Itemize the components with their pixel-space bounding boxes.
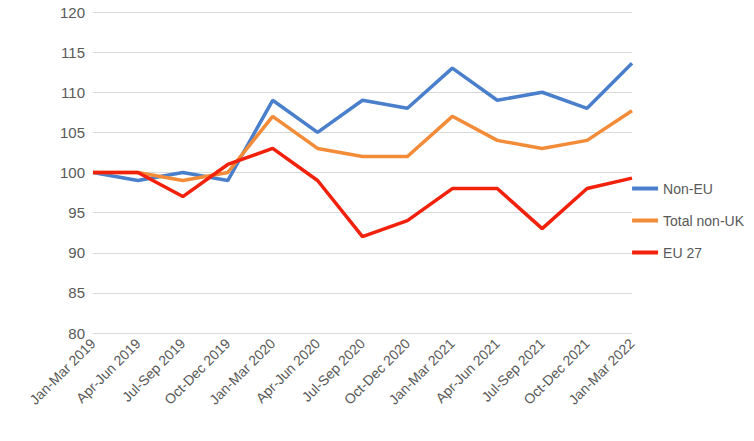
svg-text:110: 110 bbox=[61, 84, 85, 101]
svg-text:90: 90 bbox=[68, 244, 85, 261]
svg-text:Oct-Dec 2021: Oct-Dec 2021 bbox=[520, 335, 593, 408]
svg-text:Jul-Sep 2021: Jul-Sep 2021 bbox=[478, 335, 548, 405]
svg-text:100: 100 bbox=[60, 164, 85, 181]
svg-text:Apr-Jun 2020: Apr-Jun 2020 bbox=[252, 335, 324, 406]
svg-text:Oct-Dec 2020: Oct-Dec 2020 bbox=[340, 335, 414, 408]
svg-text:EU 27: EU 27 bbox=[663, 245, 702, 261]
svg-text:85: 85 bbox=[68, 284, 85, 301]
svg-text:Jan-Mar 2019: Jan-Mar 2019 bbox=[26, 335, 99, 408]
svg-text:115: 115 bbox=[61, 44, 85, 61]
svg-text:Jan-Mar 2022: Jan-Mar 2022 bbox=[565, 335, 637, 407]
svg-text:Apr-Jun 2021: Apr-Jun 2021 bbox=[432, 335, 503, 406]
svg-text:120: 120 bbox=[60, 4, 85, 21]
svg-text:Apr-Jun 2019: Apr-Jun 2019 bbox=[72, 335, 144, 406]
svg-text:Oct-Dec 2019: Oct-Dec 2019 bbox=[161, 335, 234, 408]
svg-text:Jul-Sep 2020: Jul-Sep 2020 bbox=[298, 335, 369, 405]
svg-text:Jan-Mar 2021: Jan-Mar 2021 bbox=[385, 335, 458, 408]
svg-text:Jan-Mar 2020: Jan-Mar 2020 bbox=[206, 335, 279, 408]
svg-text:Total non-UK: Total non-UK bbox=[663, 213, 745, 229]
svg-text:80: 80 bbox=[68, 324, 85, 342]
svg-text:105: 105 bbox=[60, 124, 85, 141]
svg-text:Jul-Sep 2019: Jul-Sep 2019 bbox=[118, 335, 189, 405]
svg-text:95: 95 bbox=[68, 204, 85, 221]
svg-text:Non-EU: Non-EU bbox=[663, 181, 713, 197]
